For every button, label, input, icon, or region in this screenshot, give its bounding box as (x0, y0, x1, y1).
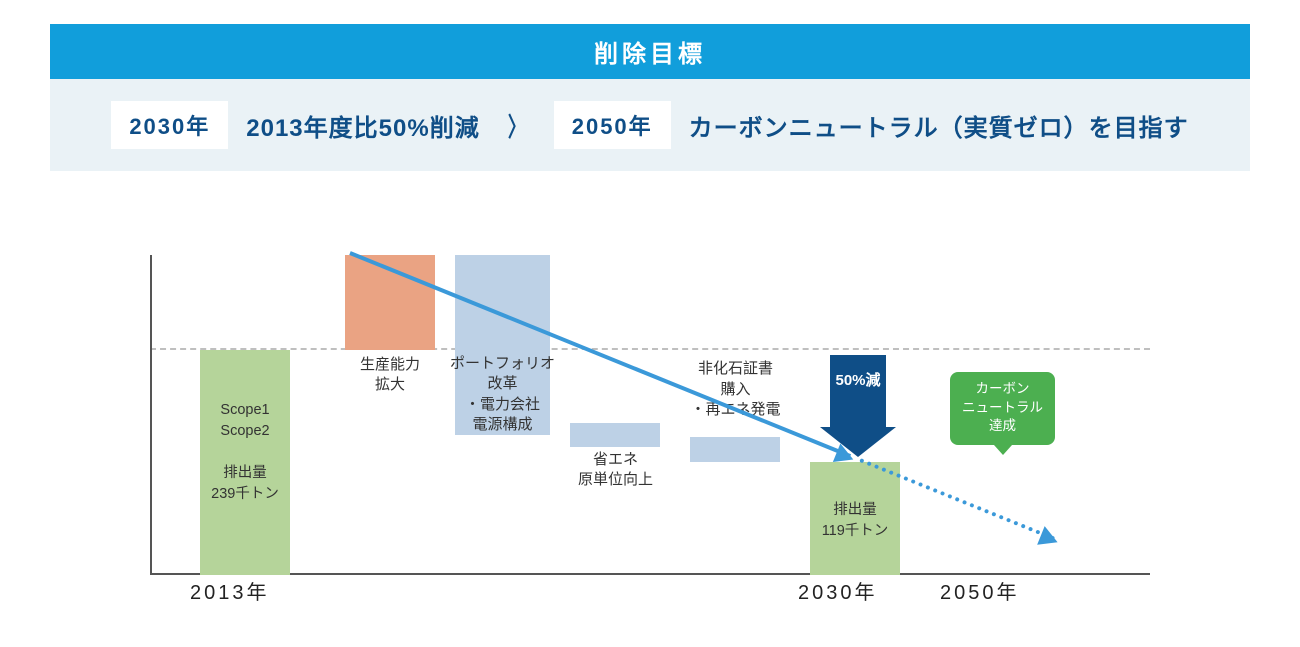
bar-base2013: Scope1 Scope2 排出量 239千トン (200, 350, 290, 575)
x-axis-label: 2013年 (190, 576, 270, 605)
x-axis-label: 2050年 (940, 576, 1020, 605)
bar-target2030-text: 排出量 119千トン (810, 500, 900, 542)
goal2-year-badge: 2050年 (554, 101, 671, 149)
goal2-text: カーボンニュートラル（実質ゼロ）を目指す (689, 108, 1189, 143)
reference-line (150, 348, 1150, 350)
goal1-text: 2013年度比50%削減 (246, 108, 479, 143)
bar-portfolio-label: ポートフォリオ 改革 ・電力会社 電源構成 (445, 354, 560, 435)
y-axis (150, 255, 152, 575)
goal1-year-badge: 2030年 (111, 101, 228, 149)
bar-base2013-text: Scope1 Scope2 排出量 239千トン (200, 400, 290, 505)
bar-capacity-label: 生産能力 拡大 (335, 355, 445, 396)
bar-target2030: 排出量 119千トン (810, 462, 900, 575)
goal-title: 削除目標 (50, 24, 1250, 79)
bar-nonfossil (690, 437, 780, 462)
x-axis (150, 573, 1150, 575)
reduction-goal-panel: 削除目標 2030年 2013年度比50%削減 〉 2050年 カーボンニュート… (50, 24, 1250, 171)
chevron-right-icon: 〉 (508, 107, 526, 144)
reduction-arrow-label: 50%減 (820, 369, 896, 390)
carbon-neutral-badge: カーボン ニュートラル 達成 (950, 372, 1055, 445)
bar-energy (570, 423, 660, 447)
goal-row: 2030年 2013年度比50%削減 〉 2050年 カーボンニュートラル（実質… (50, 101, 1250, 149)
x-axis-label: 2030年 (798, 576, 878, 605)
reduction-arrow: 50%減 (820, 355, 896, 457)
emissions-waterfall-chart: Scope1 Scope2 排出量 239千トン 生産能力 拡大ポートフォリオ 改… (150, 225, 1150, 605)
bar-energy-label: 省エネ 原単位向上 (558, 450, 673, 491)
